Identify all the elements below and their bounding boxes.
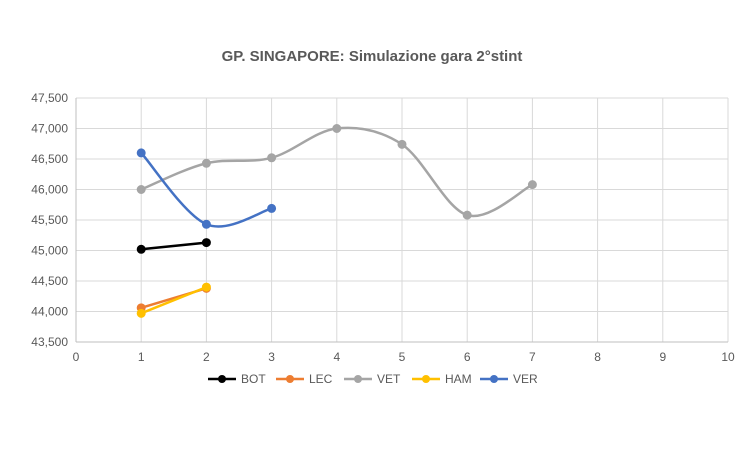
legend-marker-lec	[286, 375, 294, 383]
data-point-bot	[136, 244, 146, 254]
x-tick-label: 0	[73, 350, 80, 364]
x-tick-label: 10	[721, 350, 735, 364]
data-point-ver	[201, 219, 211, 229]
x-tick-label: 2	[203, 350, 210, 364]
data-point-vet	[267, 153, 277, 163]
y-tick-label: 43,500	[31, 335, 68, 349]
x-tick-label: 8	[594, 350, 601, 364]
data-point-vet	[332, 124, 342, 133]
x-tick-label: 9	[659, 350, 666, 364]
y-tick-label: 46,000	[31, 183, 68, 197]
data-point-vet	[397, 139, 407, 149]
y-tick-label: 45,000	[31, 244, 68, 258]
legend-marker-ver	[490, 375, 498, 383]
gridlines	[76, 97, 729, 343]
legend-marker-vet	[354, 375, 362, 383]
legend-label-lec: LEC	[309, 372, 333, 386]
legend-marker-bot	[218, 375, 226, 383]
y-tick-label: 44,000	[31, 305, 68, 319]
plot-area	[136, 124, 537, 318]
y-tick-label: 45,500	[31, 213, 68, 227]
legend-marker-ham	[422, 375, 430, 383]
x-tick-label: 5	[399, 350, 406, 364]
y-tick-label: 44,500	[31, 274, 68, 288]
legend-label-bot: BOT	[241, 372, 266, 386]
y-tick-label: 47,500	[31, 91, 68, 105]
data-point-bot	[201, 238, 211, 248]
legend-label-ham: HAM	[445, 372, 472, 386]
x-tick-label: 7	[529, 350, 536, 364]
x-tick-label: 4	[333, 350, 340, 364]
data-point-ham	[201, 282, 211, 292]
x-tick-label: 3	[268, 350, 275, 364]
legend-label-ver: VER	[513, 372, 538, 386]
series-line-bot	[141, 241, 207, 251]
chart-title: GP. SINGAPORE: Simulazione gara 2°stint	[222, 48, 523, 65]
data-point-ham	[136, 308, 146, 318]
x-tick-label: 1	[138, 350, 145, 364]
series-line-ham	[140, 285, 207, 315]
data-point-ver	[267, 203, 277, 213]
data-point-ver	[136, 148, 146, 158]
x-tick-label: 6	[464, 350, 471, 364]
y-tick-label: 47,000	[31, 122, 68, 136]
data-point-vet	[527, 180, 537, 190]
legend: BOT LEC VET HAM VER	[208, 372, 538, 386]
legend-label-vet: VET	[377, 372, 401, 386]
data-point-vet	[136, 185, 146, 194]
axes: 43,500 44,000 44,500 45,000 45,500 46,000 46,5…	[31, 91, 735, 364]
data-point-vet	[462, 210, 472, 220]
y-tick-label: 46,500	[31, 152, 68, 166]
data-point-vet	[201, 158, 211, 168]
